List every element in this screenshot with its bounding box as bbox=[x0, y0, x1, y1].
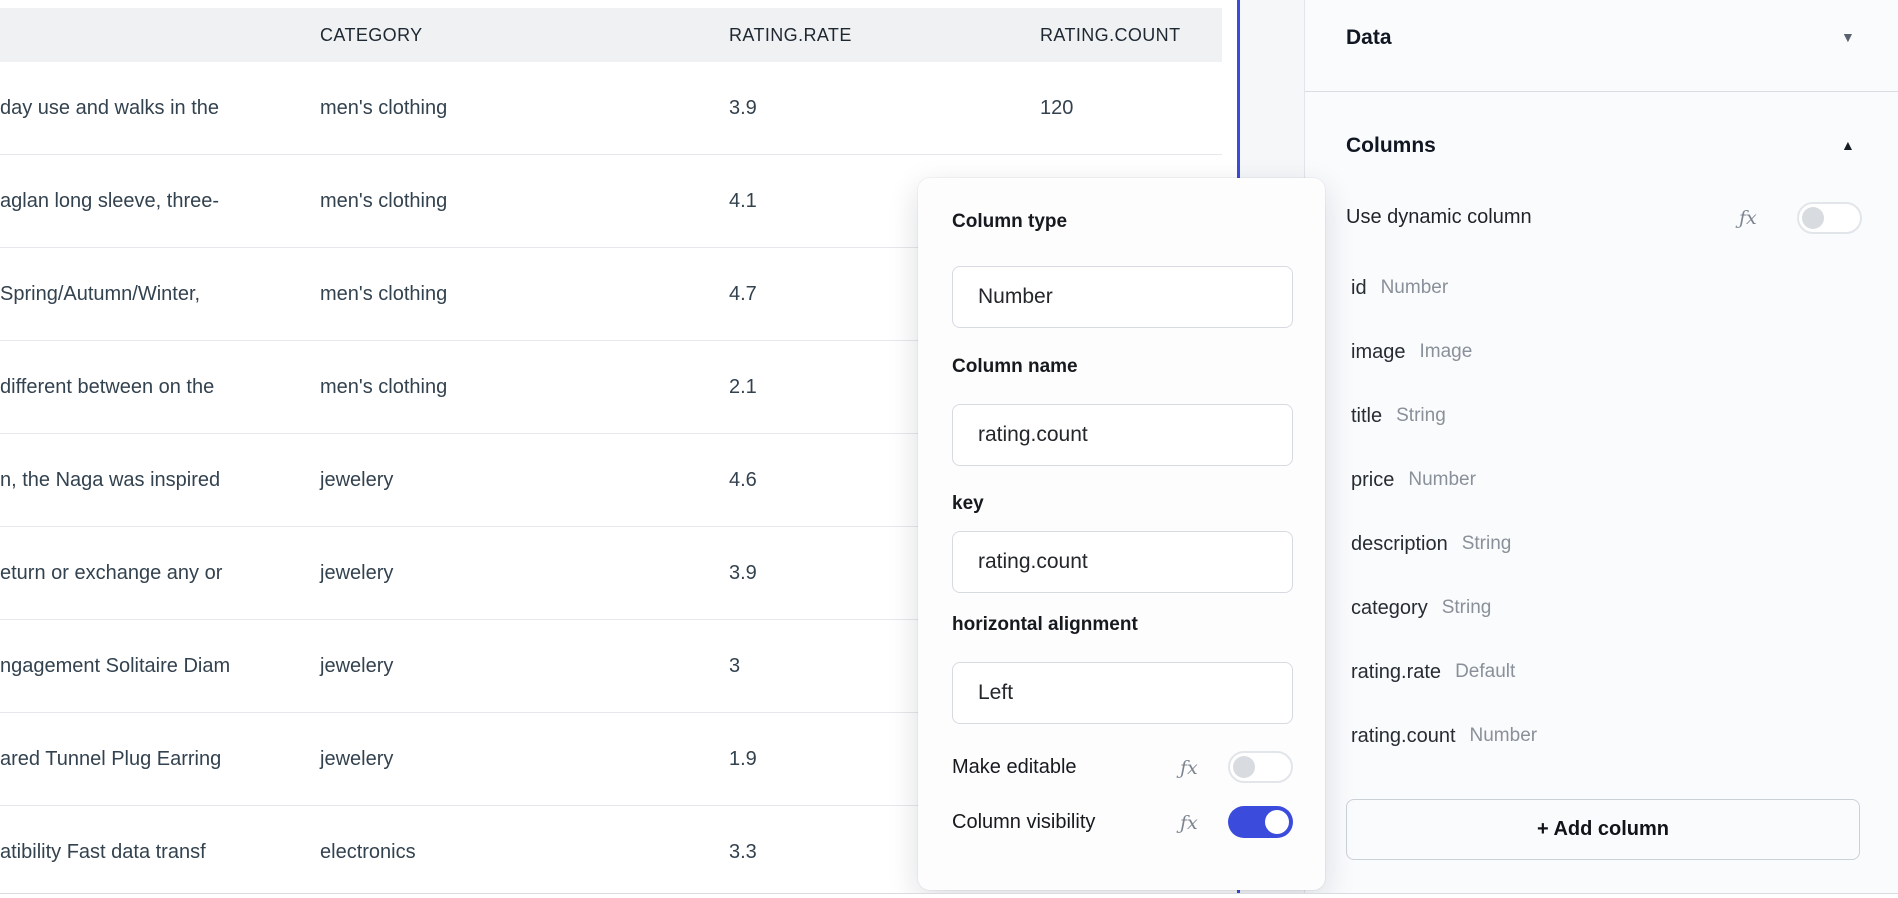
column-field-item[interactable]: image Image bbox=[1351, 320, 1891, 384]
make-editable-toggle[interactable] bbox=[1228, 751, 1293, 783]
add-column-button[interactable]: + Add column bbox=[1346, 799, 1860, 860]
field-name: id bbox=[1351, 276, 1367, 299]
column-field-item[interactable]: id Number bbox=[1351, 256, 1891, 320]
section-divider bbox=[1305, 91, 1898, 92]
cell-description: day use and walks in the bbox=[0, 97, 220, 119]
field-name: image bbox=[1351, 340, 1406, 363]
field-type-badge: Number bbox=[1408, 469, 1476, 490]
cell-description: eturn or exchange any or bbox=[0, 562, 223, 584]
key-label: key bbox=[952, 493, 984, 514]
cell-description: Spring/Autumn/Winter, bbox=[0, 283, 201, 305]
column-field-item[interactable]: title String bbox=[1351, 384, 1891, 448]
cell-rating-rate: 4.6 bbox=[729, 469, 757, 491]
field-type-badge: String bbox=[1441, 597, 1492, 618]
cell-category: jewelery bbox=[320, 562, 394, 584]
key-input[interactable]: rating.count bbox=[952, 531, 1293, 593]
chevron-up-icon[interactable]: ▲ bbox=[1841, 137, 1855, 153]
column-name-value: rating.count bbox=[978, 423, 1088, 446]
section-data-title[interactable]: Data bbox=[1346, 26, 1392, 49]
column-field-item[interactable]: rating.rate Default bbox=[1351, 640, 1891, 704]
column-settings-popup: Column type Number Column name rating.co… bbox=[918, 178, 1325, 890]
cell-category: men's clothing bbox=[320, 190, 448, 212]
cell-description: atibility Fast data transf bbox=[0, 841, 206, 863]
horizontal-alignment-select[interactable]: Left bbox=[952, 662, 1293, 724]
toggle-knob bbox=[1233, 756, 1255, 778]
cell-rating-rate: 4.1 bbox=[729, 190, 757, 212]
table-widget: CATEGORY RATING.RATE RATING.COUNT day us… bbox=[0, 8, 1222, 863]
field-type-badge: String bbox=[1396, 405, 1446, 426]
cell-description: different between on the bbox=[0, 376, 215, 398]
field-type-badge: Image bbox=[1419, 341, 1473, 362]
cell-description: aglan long sleeve, three- bbox=[0, 190, 220, 212]
toggle-knob bbox=[1802, 207, 1824, 229]
field-type-badge: Number bbox=[1380, 277, 1449, 298]
toggle-knob bbox=[1265, 810, 1289, 834]
cell-category: jewelery bbox=[320, 748, 394, 770]
canvas-bottom-edge bbox=[0, 893, 1898, 894]
section-columns-title[interactable]: Columns bbox=[1346, 134, 1436, 157]
column-type-label: Column type bbox=[952, 211, 1068, 232]
column-field-item[interactable]: rating.count Number bbox=[1351, 704, 1891, 768]
cell-rating-rate: 3.9 bbox=[729, 562, 757, 584]
column-header-category[interactable]: CATEGORY bbox=[320, 25, 423, 45]
cell-category: men's clothing bbox=[320, 283, 448, 305]
use-dynamic-column-label: Use dynamic column bbox=[1346, 206, 1532, 228]
column-header-rating-rate[interactable]: RATING.RATE bbox=[729, 25, 852, 45]
cell-description: ared Tunnel Plug Earring bbox=[0, 748, 222, 770]
field-name: rating.count bbox=[1351, 724, 1456, 747]
use-dynamic-column-toggle[interactable] bbox=[1797, 202, 1862, 234]
field-name: rating.rate bbox=[1351, 660, 1442, 683]
cell-rating-rate: 4.7 bbox=[729, 283, 757, 305]
cell-category: jewelery bbox=[320, 469, 394, 491]
fx-icon[interactable]: ƒx bbox=[1739, 207, 1757, 229]
column-field-item[interactable]: price Number bbox=[1351, 448, 1891, 512]
field-type-badge: Default bbox=[1455, 661, 1516, 682]
cell-category: men's clothing bbox=[320, 376, 448, 398]
column-field-list: id Number image Image title String price… bbox=[1351, 256, 1891, 768]
table-row[interactable]: day use and walks in the men's clothing … bbox=[0, 62, 1222, 155]
field-name: price bbox=[1351, 468, 1395, 491]
field-type-badge: Number bbox=[1469, 725, 1538, 746]
cell-rating-rate: 3.9 bbox=[729, 97, 757, 119]
inspector-panel: Data ▼ Columns ▲ Use dynamic column ƒx i… bbox=[1304, 0, 1898, 893]
cell-category: men's clothing bbox=[320, 97, 448, 119]
cell-description: ngagement Solitaire Diam bbox=[0, 655, 231, 677]
column-visibility-toggle[interactable] bbox=[1228, 806, 1293, 838]
horizontal-alignment-label: horizontal alignment bbox=[952, 614, 1138, 635]
column-header-rating-count[interactable]: RATING.COUNT bbox=[1040, 25, 1181, 45]
field-name: category bbox=[1351, 596, 1428, 619]
cell-rating-rate: 1.9 bbox=[729, 748, 757, 770]
column-name-label: Column name bbox=[952, 356, 1078, 377]
cell-rating-rate: 3.3 bbox=[729, 841, 757, 863]
field-name: description bbox=[1351, 532, 1448, 555]
column-visibility-label: Column visibility bbox=[952, 811, 1096, 833]
table-header-row: CATEGORY RATING.RATE RATING.COUNT bbox=[0, 8, 1222, 63]
cell-category: jewelery bbox=[320, 655, 394, 677]
column-name-input[interactable]: rating.count bbox=[952, 404, 1293, 466]
column-type-value: Number bbox=[978, 285, 1053, 308]
field-name: title bbox=[1351, 404, 1383, 427]
bottom-strip bbox=[0, 894, 1898, 898]
cell-rating-rate: 3 bbox=[729, 655, 741, 677]
cell-rating-rate: 2.1 bbox=[729, 376, 757, 398]
fx-icon[interactable]: ƒx bbox=[1180, 812, 1198, 834]
column-field-item[interactable]: category String bbox=[1351, 576, 1891, 640]
field-type-badge: String bbox=[1461, 533, 1512, 554]
fx-icon[interactable]: ƒx bbox=[1180, 757, 1198, 779]
column-field-item[interactable]: description String bbox=[1351, 512, 1891, 576]
horizontal-alignment-value: Left bbox=[978, 681, 1014, 704]
chevron-down-icon[interactable]: ▼ bbox=[1841, 29, 1855, 45]
cell-description: n, the Naga was inspired bbox=[0, 469, 221, 491]
cell-rating-count: 120 bbox=[1040, 97, 1074, 119]
cell-category: electronics bbox=[320, 841, 416, 863]
column-type-select[interactable]: Number bbox=[952, 266, 1293, 328]
key-value: rating.count bbox=[978, 550, 1088, 573]
make-editable-label: Make editable bbox=[952, 756, 1077, 778]
